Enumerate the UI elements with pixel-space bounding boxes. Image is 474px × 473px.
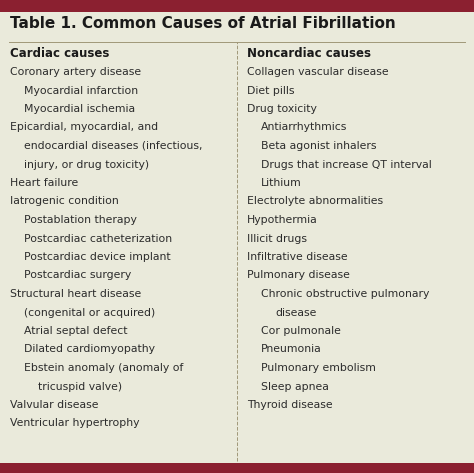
Text: Epicardial, myocardial, and: Epicardial, myocardial, and — [10, 123, 158, 132]
Text: Noncardiac causes: Noncardiac causes — [247, 47, 371, 60]
Text: Postcardiac surgery: Postcardiac surgery — [24, 271, 131, 280]
Text: Pulmonary disease: Pulmonary disease — [247, 271, 350, 280]
Text: injury, or drug toxicity): injury, or drug toxicity) — [24, 159, 149, 169]
Text: Chronic obstructive pulmonary: Chronic obstructive pulmonary — [261, 289, 429, 299]
Bar — [0, 463, 474, 473]
Text: Structural heart disease: Structural heart disease — [10, 289, 141, 299]
Text: Diet pills: Diet pills — [247, 86, 294, 96]
Text: disease: disease — [275, 307, 316, 317]
Text: tricuspid valve): tricuspid valve) — [38, 382, 122, 392]
Text: Myocardial infarction: Myocardial infarction — [24, 86, 138, 96]
Text: Beta agonist inhalers: Beta agonist inhalers — [261, 141, 376, 151]
Text: Myocardial ischemia: Myocardial ischemia — [24, 104, 135, 114]
Text: Infiltrative disease: Infiltrative disease — [247, 252, 347, 262]
Text: Ebstein anomaly (anomaly of: Ebstein anomaly (anomaly of — [24, 363, 183, 373]
Text: (congenital or acquired): (congenital or acquired) — [24, 307, 155, 317]
Text: Thyroid disease: Thyroid disease — [247, 400, 333, 410]
Text: Lithium: Lithium — [261, 178, 302, 188]
Text: Pneumonia: Pneumonia — [261, 344, 322, 354]
Text: Illicit drugs: Illicit drugs — [247, 234, 307, 244]
Text: Valvular disease: Valvular disease — [10, 400, 99, 410]
Text: Ventricular hypertrophy: Ventricular hypertrophy — [10, 419, 139, 429]
Text: Sleep apnea: Sleep apnea — [261, 382, 329, 392]
Bar — [0, 0, 474, 12]
Text: Atrial septal defect: Atrial septal defect — [24, 326, 128, 336]
Text: Cor pulmonale: Cor pulmonale — [261, 326, 341, 336]
Text: Antiarrhythmics: Antiarrhythmics — [261, 123, 347, 132]
Text: Collagen vascular disease: Collagen vascular disease — [247, 67, 389, 77]
Text: Coronary artery disease: Coronary artery disease — [10, 67, 141, 77]
Text: Dilated cardiomyopathy: Dilated cardiomyopathy — [24, 344, 155, 354]
Text: Heart failure: Heart failure — [10, 178, 78, 188]
Text: Drugs that increase QT interval: Drugs that increase QT interval — [261, 159, 432, 169]
Text: Postablation therapy: Postablation therapy — [24, 215, 137, 225]
Text: Electrolyte abnormalities: Electrolyte abnormalities — [247, 196, 383, 207]
Text: Postcardiac device implant: Postcardiac device implant — [24, 252, 171, 262]
Text: Pulmonary embolism: Pulmonary embolism — [261, 363, 376, 373]
Text: Table 1. Common Causes of Atrial Fibrillation: Table 1. Common Causes of Atrial Fibrill… — [10, 16, 396, 31]
Text: Cardiac causes: Cardiac causes — [10, 47, 109, 60]
Text: Drug toxicity: Drug toxicity — [247, 104, 317, 114]
Text: Iatrogenic condition: Iatrogenic condition — [10, 196, 119, 207]
Text: Hypothermia: Hypothermia — [247, 215, 318, 225]
Text: Postcardiac catheterization: Postcardiac catheterization — [24, 234, 172, 244]
Text: endocardial diseases (infectious,: endocardial diseases (infectious, — [24, 141, 202, 151]
